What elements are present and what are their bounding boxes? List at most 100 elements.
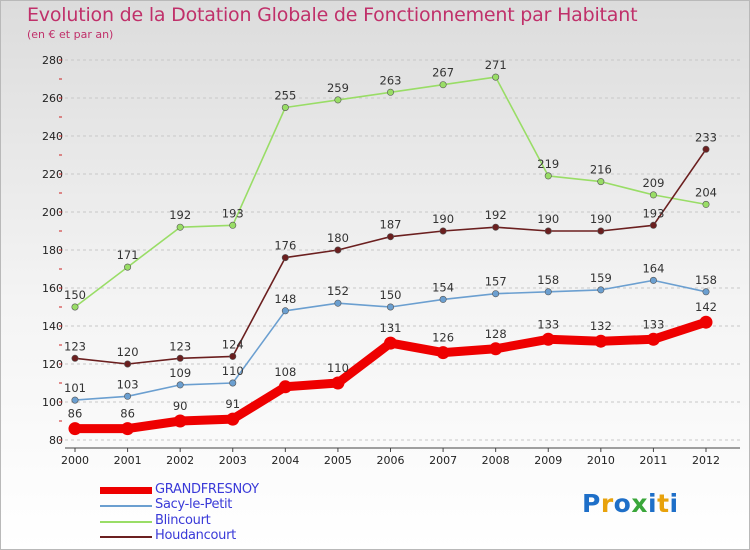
legend-label: Blincourt [155, 513, 211, 528]
data-point [124, 360, 132, 368]
data-point [492, 290, 500, 298]
data-labels: 86 86 90 91 108 110 131 126 128 133 132 133 142 101 10… [64, 58, 717, 421]
data-point [121, 422, 135, 436]
data-label: 192 [485, 208, 507, 222]
data-point [597, 227, 605, 235]
y-tick-label: 260 [42, 92, 63, 105]
data-label: 171 [117, 248, 139, 262]
data-point [71, 396, 79, 404]
data-label: 267 [432, 66, 454, 80]
data-label: 91 [225, 397, 240, 411]
data-point [176, 223, 184, 231]
y-tick-label: 100 [42, 396, 63, 409]
data-point [334, 96, 342, 104]
data-label: 259 [327, 81, 349, 95]
data-label: 204 [695, 185, 717, 199]
data-point [646, 332, 660, 346]
x-tick-label: 2011 [639, 454, 667, 467]
data-point [334, 299, 342, 307]
data-label: 150 [380, 288, 402, 302]
y-tick-label: 140 [42, 320, 63, 333]
data-point [334, 246, 342, 254]
legend-swatch [100, 505, 152, 507]
data-label: 209 [642, 176, 664, 190]
data-point [702, 200, 710, 208]
logo-letter: o [613, 489, 632, 518]
proxiti-logo[interactable]: Proxiti [582, 489, 679, 518]
data-label: 187 [380, 218, 402, 232]
data-point [71, 354, 79, 362]
data-point [229, 221, 237, 229]
data-point [594, 334, 608, 348]
x-tick-label: 2009 [534, 454, 562, 467]
data-label: 103 [117, 377, 139, 391]
data-label: 86 [120, 407, 135, 421]
data-point [597, 286, 605, 294]
data-point [173, 414, 187, 428]
data-point [649, 191, 657, 199]
data-label: 192 [169, 208, 191, 222]
x-tick-label: 2005 [324, 454, 352, 467]
data-point [71, 303, 79, 311]
data-point [278, 380, 292, 394]
x-tick-label: 2002 [166, 454, 194, 467]
y-tick-label: 80 [49, 434, 63, 447]
data-point [702, 288, 710, 296]
data-label: 164 [642, 261, 664, 275]
data-point [281, 104, 289, 112]
data-label: 128 [485, 327, 507, 341]
data-label: 216 [590, 163, 612, 177]
data-point [226, 412, 240, 426]
data-label: 190 [590, 212, 612, 226]
data-label: 190 [432, 212, 454, 226]
series [68, 73, 713, 436]
x-tick-label: 2012 [692, 454, 720, 467]
data-label: 233 [695, 130, 717, 144]
legend-swatch [100, 521, 152, 523]
data-point [386, 303, 394, 311]
data-label: 142 [695, 300, 717, 314]
chart-title: Evolution de la Dotation Globale de Fonc… [27, 4, 638, 26]
data-point [229, 379, 237, 387]
data-point [544, 227, 552, 235]
data-label: 131 [380, 321, 402, 335]
data-label: 108 [274, 365, 296, 379]
data-label: 110 [327, 361, 349, 375]
data-label: 123 [64, 339, 86, 353]
data-label: 190 [537, 212, 559, 226]
grid [65, 59, 740, 441]
data-label: 86 [68, 407, 83, 421]
logo-letter: r [600, 489, 614, 518]
data-label: 176 [274, 239, 296, 253]
data-point [386, 88, 394, 96]
data-point [489, 342, 503, 356]
legend-label: Sacy-le-Petit [155, 497, 233, 512]
data-point [436, 346, 450, 360]
data-point [331, 376, 345, 390]
x-tick-label: 2008 [482, 454, 510, 467]
data-point [649, 276, 657, 284]
data-label: 219 [537, 157, 559, 171]
legend-swatch [100, 487, 152, 494]
data-point [544, 172, 552, 180]
data-label: 154 [432, 280, 454, 294]
data-point [68, 422, 82, 436]
data-point [281, 307, 289, 315]
data-label: 133 [537, 317, 559, 331]
x-tick-label: 2000 [61, 454, 89, 467]
data-label: 263 [380, 73, 402, 87]
data-label: 123 [169, 339, 191, 353]
logo-letter: P [582, 489, 601, 518]
legend-label: Houdancourt [155, 528, 236, 543]
logo-letter: i [669, 489, 679, 518]
data-label: 158 [695, 273, 717, 287]
data-label: 110 [222, 364, 244, 378]
data-point [544, 288, 552, 296]
data-point [702, 145, 710, 153]
x-tick-label: 2001 [114, 454, 142, 467]
axes: 80 100 120 140 160 180 200 220 240 260 280 2000 2001… [42, 54, 740, 467]
x-tick-label: 2010 [587, 454, 615, 467]
data-label: 101 [64, 381, 86, 395]
data-label: 193 [222, 206, 244, 220]
